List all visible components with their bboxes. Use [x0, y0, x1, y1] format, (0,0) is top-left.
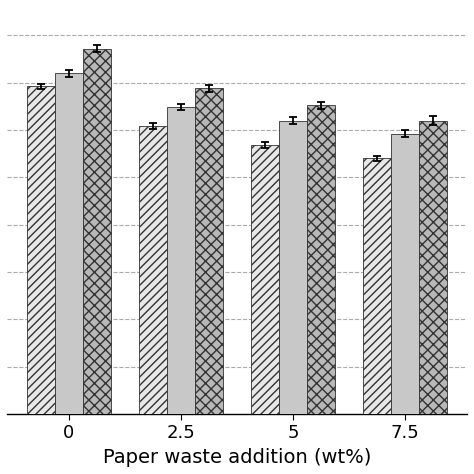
Bar — [82, 49, 111, 414]
Bar — [419, 120, 447, 414]
Bar — [55, 73, 82, 414]
Bar — [363, 158, 392, 414]
Bar — [195, 88, 223, 414]
Bar — [167, 107, 195, 414]
Bar — [139, 126, 167, 414]
Bar — [307, 105, 335, 414]
Bar — [279, 120, 307, 414]
Bar — [251, 145, 279, 414]
Bar — [392, 134, 419, 414]
X-axis label: Paper waste addition (wt%): Paper waste addition (wt%) — [103, 448, 371, 467]
Bar — [27, 86, 55, 414]
